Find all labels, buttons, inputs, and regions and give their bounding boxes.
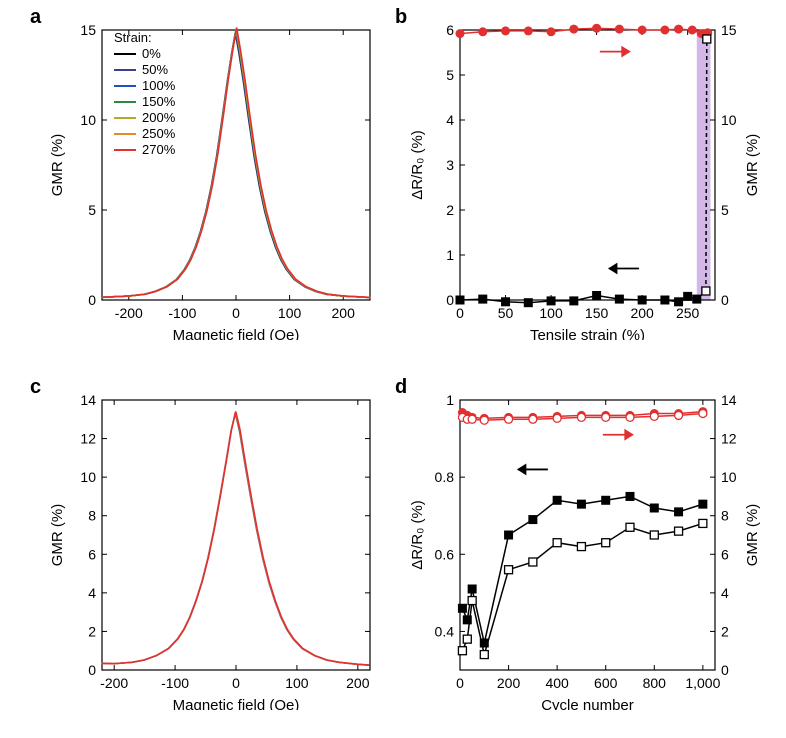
svg-text:0: 0	[721, 292, 729, 308]
svg-text:GMR (%): GMR (%)	[744, 134, 761, 197]
svg-text:0: 0	[88, 662, 96, 678]
svg-text:-100: -100	[161, 675, 189, 691]
svg-text:4: 4	[721, 585, 729, 601]
svg-text:1: 1	[446, 392, 454, 408]
svg-text:-200: -200	[115, 305, 143, 321]
svg-text:-100: -100	[168, 305, 196, 321]
svg-text:250: 250	[676, 305, 700, 321]
svg-text:0: 0	[232, 675, 240, 691]
panel-b: b0501001502002500123456051015Tensile str…	[405, 10, 765, 340]
svg-text:5: 5	[446, 67, 454, 83]
svg-text:2: 2	[446, 202, 454, 218]
svg-text:Strain:: Strain:	[114, 30, 152, 45]
svg-text:200: 200	[630, 305, 654, 321]
svg-text:600: 600	[594, 675, 618, 691]
svg-text:10: 10	[80, 469, 96, 485]
svg-text:0.4: 0.4	[435, 623, 455, 639]
svg-text:100: 100	[285, 675, 309, 691]
svg-text:0: 0	[456, 305, 464, 321]
svg-text:Cycle number: Cycle number	[541, 697, 634, 710]
svg-text:5: 5	[721, 202, 729, 218]
svg-text:50: 50	[498, 305, 514, 321]
svg-text:0: 0	[446, 292, 454, 308]
panel-label-c: c	[30, 376, 41, 399]
svg-text:12: 12	[80, 431, 96, 447]
svg-text:0.6: 0.6	[435, 546, 455, 562]
svg-text:400: 400	[545, 675, 569, 691]
svg-text:100: 100	[539, 305, 563, 321]
svg-text:0%: 0%	[142, 46, 161, 61]
chart-a: -200 -100 0 100 200 0 5 10 15 Magnetic field (Oe)…	[40, 10, 380, 340]
panel-c: c-200-100010020002468101214Magnetic fiel…	[40, 380, 380, 710]
panel-label-d: d	[395, 376, 407, 399]
svg-text:ΔR/R₀ (%): ΔR/R₀ (%)	[409, 130, 426, 200]
svg-text:GMR (%): GMR (%)	[49, 134, 66, 197]
svg-text:0: 0	[721, 662, 729, 678]
svg-text:1,000: 1,000	[685, 675, 720, 691]
svg-text:6: 6	[721, 546, 729, 562]
svg-text:8: 8	[88, 508, 96, 524]
svg-text:15: 15	[80, 22, 96, 38]
svg-text:800: 800	[643, 675, 667, 691]
svg-text:14: 14	[721, 392, 737, 408]
svg-text:GMR (%): GMR (%)	[49, 504, 66, 567]
chart-c: -200 -100 0 100 200 0 2 4 6 8 10 12 14 Magnetic field…	[40, 380, 380, 710]
svg-text:1: 1	[446, 247, 454, 263]
svg-text:50%: 50%	[142, 62, 168, 77]
panel-label-a: a	[30, 6, 41, 29]
svg-text:0: 0	[88, 292, 96, 308]
svg-text:250%: 250%	[142, 126, 176, 141]
svg-text:-200: -200	[100, 675, 128, 691]
svg-text:15: 15	[721, 22, 737, 38]
svg-text:0: 0	[456, 675, 464, 691]
chart-b: 0 50 100 150 200 250 0 1 2 3 4 5 6 0 5 10 15 Tensile stra…	[405, 10, 765, 340]
svg-text:Tensile strain (%): Tensile strain (%)	[530, 327, 645, 340]
svg-text:5: 5	[88, 202, 96, 218]
svg-text:GMR (%): GMR (%)	[744, 504, 761, 567]
svg-text:6: 6	[446, 22, 454, 38]
svg-text:150: 150	[585, 305, 609, 321]
svg-text:200: 200	[346, 675, 370, 691]
svg-text:270%: 270%	[142, 142, 176, 157]
svg-text:4: 4	[88, 585, 96, 601]
svg-text:10: 10	[80, 112, 96, 128]
svg-text:100: 100	[278, 305, 302, 321]
svg-text:2: 2	[721, 623, 729, 639]
svg-text:12: 12	[721, 431, 737, 447]
svg-text:8: 8	[721, 508, 729, 524]
panel-a: a-200-1000100200051015Magnetic field (Oe…	[40, 10, 380, 340]
svg-text:150%: 150%	[142, 94, 176, 109]
svg-text:10: 10	[721, 112, 737, 128]
svg-text:2: 2	[88, 623, 96, 639]
svg-text:Magnetic field (Oe): Magnetic field (Oe)	[173, 697, 300, 710]
svg-text:6: 6	[88, 546, 96, 562]
svg-text:ΔR/R₀ (%): ΔR/R₀ (%)	[409, 500, 426, 570]
svg-text:14: 14	[80, 392, 96, 408]
svg-text:100%: 100%	[142, 78, 176, 93]
panel-d: d02004006008001,0000.40.60.8102468101214…	[405, 380, 765, 710]
svg-text:200: 200	[497, 675, 521, 691]
svg-text:0: 0	[232, 305, 240, 321]
svg-text:Magnetic field (Oe): Magnetic field (Oe)	[173, 327, 300, 340]
svg-text:200%: 200%	[142, 110, 176, 125]
chart-d: 02004006008001,0000.40.60.8102468101214C…	[405, 380, 765, 710]
svg-text:4: 4	[446, 112, 454, 128]
svg-text:3: 3	[446, 157, 454, 173]
svg-text:0.8: 0.8	[435, 469, 455, 485]
svg-text:10: 10	[721, 469, 737, 485]
svg-text:200: 200	[332, 305, 356, 321]
panel-label-b: b	[395, 6, 407, 29]
